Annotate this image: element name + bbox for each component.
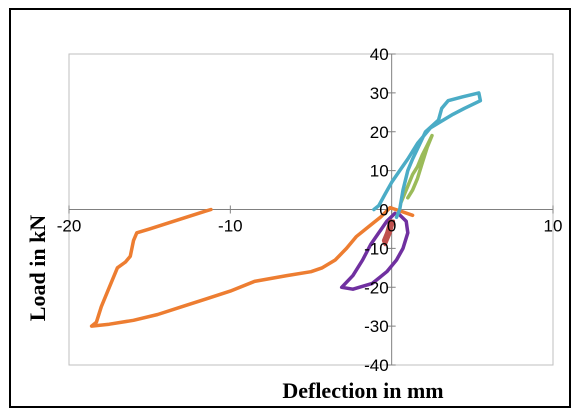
series-line-2 — [339, 211, 410, 291]
tick-labels: -20 -10 0 10 -40 -30 -20 -10 0 10 20 30 40 — [57, 45, 563, 375]
y-tick-label: -30 — [364, 317, 389, 336]
axes — [68, 53, 554, 366]
y-tick-label: 40 — [370, 45, 389, 64]
y-tick-label: -40 — [364, 356, 389, 375]
y-tick-label: 0 — [379, 201, 388, 220]
series-line-3 — [381, 219, 396, 247]
y-tick-label: 30 — [370, 84, 389, 103]
x-tick-label: 10 — [544, 217, 563, 236]
x-tick-label: -20 — [57, 217, 82, 236]
x-axis-title: Deflection in mm — [282, 378, 443, 403]
load-deflection-chart: -20 -10 0 10 -40 -30 -20 -10 0 10 20 30 40 Deflectio… — [25, 45, 563, 403]
x-tick-label: 0 — [387, 217, 396, 236]
series-line-5 — [372, 91, 483, 220]
series-line-1 — [89, 205, 415, 328]
y-tick-label: 10 — [370, 162, 389, 181]
y-tick-label: 20 — [370, 123, 389, 142]
y-axis-title: Load in kN — [25, 215, 50, 321]
x-tick-label: -10 — [218, 217, 243, 236]
y-tick-label: -20 — [364, 278, 389, 297]
y-tick-label: -10 — [364, 239, 389, 258]
series-line-4 — [399, 133, 434, 204]
chart-frame: -20 -10 0 10 -40 -30 -20 -10 0 10 20 30 40 Deflectio… — [9, 8, 571, 408]
series-layer — [89, 91, 483, 328]
